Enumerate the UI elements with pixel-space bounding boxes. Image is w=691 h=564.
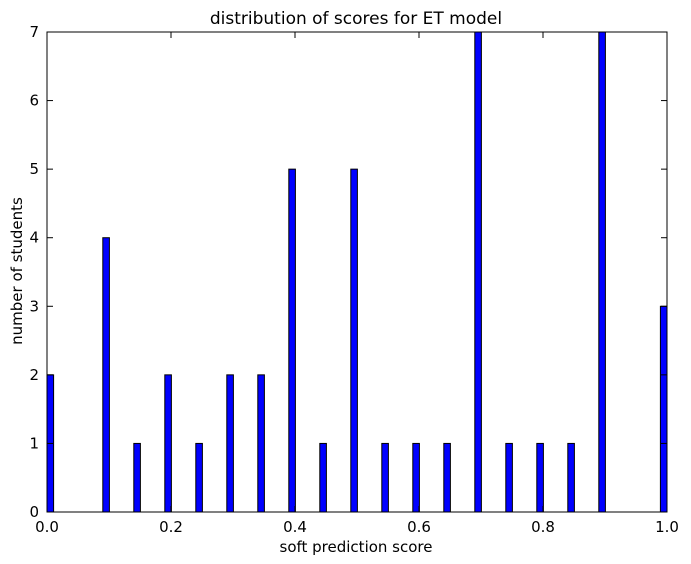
chart-title: distribution of scores for ET model: [210, 9, 502, 29]
histogram-bar-18: [659, 305, 668, 513]
plot-frame: [46, 31, 668, 513]
histogram-bar-7: [288, 168, 296, 513]
x-axis-label: soft prediction score: [280, 538, 433, 556]
y-tick-label-6: 6: [29, 92, 39, 110]
histogram-bar-2: [133, 442, 141, 513]
histogram-bar-15: [536, 442, 544, 513]
histogram-bar-17: [598, 31, 606, 513]
y-tick-label-3: 3: [29, 297, 39, 315]
x-tick-label-5: 1.0: [655, 518, 679, 536]
histogram-bar-8: [319, 442, 327, 513]
histogram-bar-12: [443, 442, 451, 513]
y-axis-ticks: 0 1 2 3 4 5 6 7: [29, 23, 667, 521]
histogram-bar-6: [257, 374, 265, 513]
y-tick-label-5: 5: [29, 160, 39, 178]
histogram-bar-10: [381, 442, 389, 513]
histogram-bar-3: [164, 374, 172, 513]
x-tick-label-3: 0.6: [407, 518, 431, 536]
y-axis-label: number of students: [8, 197, 26, 345]
x-tick-label-0: 0.0: [35, 518, 59, 536]
x-tick-label-4: 0.8: [531, 518, 555, 536]
histogram-bar-4: [195, 442, 203, 513]
y-tick-label-4: 4: [29, 229, 39, 247]
histogram-bar-1: [102, 237, 110, 513]
histogram-bar-9: [350, 168, 358, 513]
y-tick-label-1: 1: [29, 434, 39, 452]
x-tick-label-1: 0.2: [159, 518, 183, 536]
histogram-bar-14: [505, 442, 513, 513]
histogram-bar-13: [474, 31, 482, 513]
y-tick-label-2: 2: [29, 366, 39, 384]
bars-group: [46, 31, 668, 513]
histogram-bar-11: [412, 442, 420, 513]
x-axis-ticks: 0.0 0.2 0.4 0.6 0.8 1.0: [35, 32, 679, 536]
x-tick-label-2: 0.4: [283, 518, 307, 536]
y-tick-label-7: 7: [29, 23, 39, 41]
histogram-bar-16: [567, 442, 575, 513]
y-tick-label-0: 0: [29, 503, 39, 521]
histogram-bar-5: [226, 374, 234, 513]
